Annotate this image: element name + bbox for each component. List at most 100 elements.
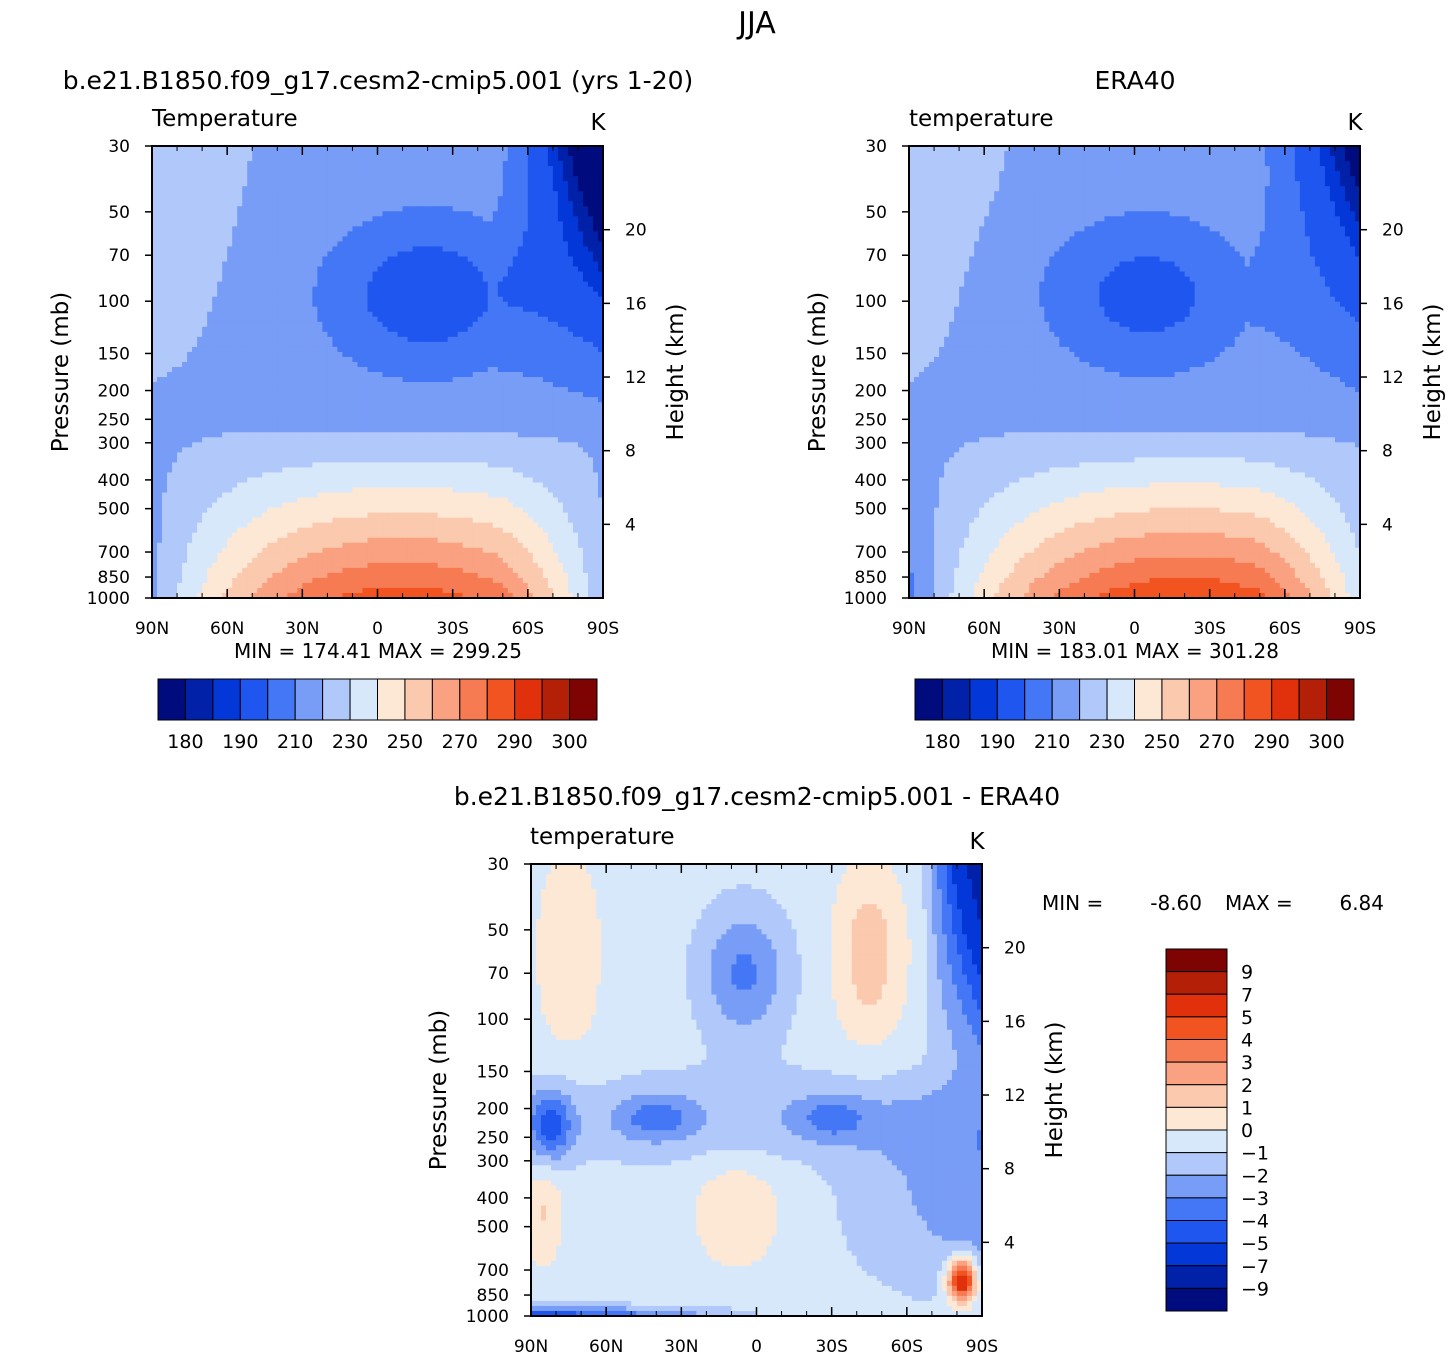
contour-cell — [367, 292, 373, 298]
contour-cell — [162, 352, 168, 358]
contour-cell — [222, 397, 228, 403]
contour-cell — [292, 417, 298, 423]
contour-cell — [453, 211, 459, 217]
contour-cell — [182, 337, 188, 343]
contour-cell — [388, 191, 394, 197]
contour-cell — [347, 292, 353, 298]
contour-cell — [257, 332, 263, 338]
contour-cell — [212, 272, 218, 278]
contour-cell — [237, 191, 243, 197]
contour-cell — [182, 171, 188, 177]
contour-cell — [543, 297, 549, 303]
contour-cell — [513, 352, 519, 358]
contour-cell — [317, 171, 323, 177]
contour-cell — [578, 231, 584, 237]
contour-cell — [217, 287, 223, 293]
contour-cell — [277, 181, 283, 187]
contour-cell — [513, 201, 519, 207]
contour-cell — [423, 262, 429, 268]
contour-cell — [578, 362, 584, 368]
contour-cell — [277, 251, 283, 257]
contour-cell — [272, 357, 278, 363]
contour-cell — [302, 347, 308, 353]
contour-cell — [538, 191, 544, 197]
contour-cell — [533, 352, 539, 358]
contour-cell — [378, 392, 384, 398]
contour-cell — [187, 226, 193, 232]
contour-cell — [267, 332, 273, 338]
contour-cell — [247, 256, 253, 262]
contour-cell — [583, 352, 589, 358]
contour-cell — [433, 362, 439, 368]
contour-cell — [513, 241, 519, 247]
contour-cell — [317, 277, 323, 283]
contour-cell — [167, 241, 173, 247]
contour-cell — [543, 322, 549, 328]
contour-cell — [347, 402, 353, 408]
contour-cell — [172, 236, 178, 242]
contour-cell — [568, 297, 574, 303]
contour-cell — [307, 191, 313, 197]
contour-cell — [433, 236, 439, 242]
contour-cell — [327, 382, 333, 388]
contour-cell — [242, 171, 248, 177]
contour-cell — [277, 246, 283, 252]
contour-cell — [448, 387, 454, 393]
contour-cell — [578, 186, 584, 192]
contour-cell — [252, 417, 258, 423]
contour-cell — [347, 342, 353, 348]
contour-cell — [247, 332, 253, 338]
contour-cell — [262, 226, 268, 232]
contour-cell — [247, 367, 253, 373]
contour-cell — [252, 327, 258, 333]
contour-cell — [473, 277, 479, 283]
contour-cell — [272, 262, 278, 268]
contour-cell — [433, 357, 439, 363]
contour-cell — [573, 241, 579, 247]
contour-cell — [352, 327, 358, 333]
contour-cell — [468, 282, 474, 288]
contour-cell — [202, 171, 208, 177]
contour-cell — [297, 297, 303, 303]
contour-cell — [282, 206, 288, 212]
contour-cell — [398, 377, 404, 383]
contour-cell — [498, 367, 504, 373]
contour-cell — [267, 191, 273, 197]
contour-cell — [528, 171, 534, 177]
contour-cell — [177, 176, 183, 182]
contour-cell — [172, 382, 178, 388]
contour-cell — [342, 377, 348, 383]
contour-cell — [202, 282, 208, 288]
contour-cell — [558, 282, 564, 288]
contour-cell — [453, 196, 459, 202]
contour-cell — [167, 302, 173, 308]
contour-cell — [493, 342, 499, 348]
contour-cell — [573, 412, 579, 418]
contour-cell — [518, 397, 524, 403]
contour-cell — [297, 352, 303, 358]
contour-cell — [367, 357, 373, 363]
contour-cell — [548, 241, 554, 247]
contour-cell — [242, 191, 248, 197]
contour-cell — [177, 397, 183, 403]
contour-cell — [287, 362, 293, 368]
contour-cell — [543, 226, 549, 232]
contour-cell — [543, 367, 549, 373]
contour-cell — [398, 412, 404, 418]
contour-cell — [317, 412, 323, 418]
contour-cell — [388, 221, 394, 227]
contour-cell — [588, 287, 594, 293]
contour-cell — [282, 332, 288, 338]
contour-cell — [262, 156, 268, 162]
contour-cell — [197, 186, 203, 192]
contour-cell — [528, 226, 534, 232]
contour-cell — [463, 272, 469, 278]
contour-cell — [332, 221, 338, 227]
contour-cell — [222, 322, 228, 328]
contour-cell — [588, 312, 594, 318]
contour-cell — [473, 216, 479, 222]
contour-cell — [322, 372, 328, 378]
contour-cell — [192, 272, 198, 278]
contour-cell — [528, 352, 534, 358]
contour-cell — [247, 317, 253, 323]
